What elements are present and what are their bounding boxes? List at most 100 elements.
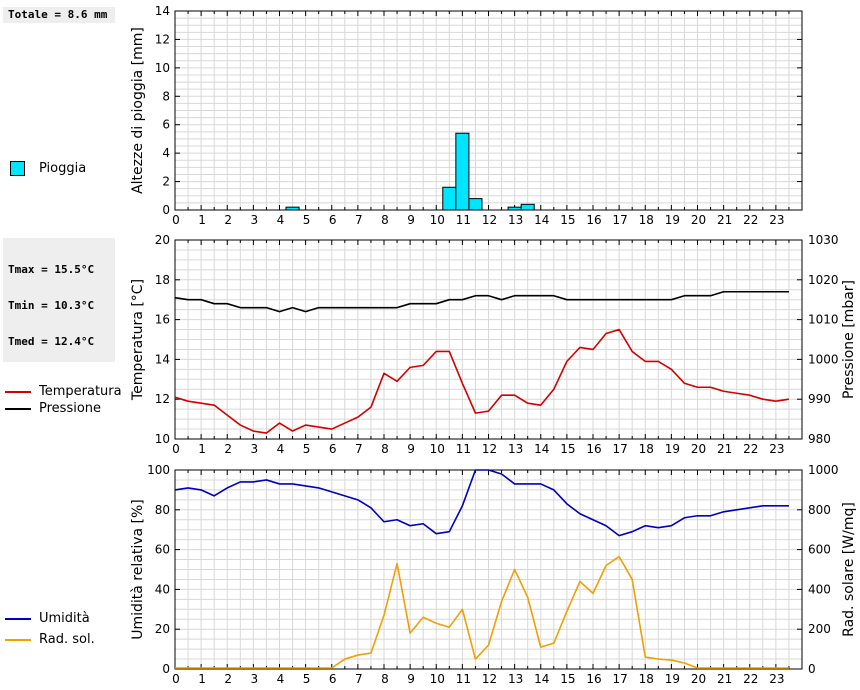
y-axis-label-1: Temperatura [°C]: [130, 279, 146, 401]
x-tick-label-2-23: 23: [769, 672, 784, 686]
tmed-label: Tmed = 12.4°C: [8, 335, 95, 348]
x-tick-label-0-21: 21: [717, 213, 732, 227]
legend-solar: Rad. sol.: [5, 632, 95, 647]
x-tick-label-0-14: 14: [534, 213, 549, 227]
x-tick-label-0-17: 17: [612, 213, 627, 227]
x-tick-label-0-1: 1: [198, 213, 206, 227]
series-line-pressione: [174, 290, 789, 313]
rain-bar-2: [455, 132, 470, 211]
series-line-rad-sol: [175, 555, 789, 669]
series-line-temperatura: [174, 328, 790, 434]
x-tick-label-0-16: 16: [586, 213, 601, 227]
y2-tick-label-2-0: 0: [808, 662, 816, 676]
x-tick-label-2-12: 12: [482, 672, 497, 686]
y2-tick-label-2-2: 400: [808, 582, 831, 596]
rain-swatch: [10, 161, 25, 176]
humidity-swatch: [5, 617, 31, 620]
x-tick-label-0-3: 3: [251, 213, 259, 227]
x-tick-label-2-8: 8: [381, 672, 389, 686]
legend-humidity-label: Umidità: [39, 611, 90, 626]
x-tick-label-0-19: 19: [665, 213, 680, 227]
x-tick-label-1-20: 20: [691, 442, 706, 456]
y-tick-label-2-4: 80: [155, 503, 170, 517]
legend-pressure: Pressione: [5, 401, 101, 416]
x-tick-label-1-23: 23: [769, 442, 784, 456]
rain-bar-3: [468, 198, 483, 211]
x-tick-label-1-19: 19: [665, 442, 680, 456]
x-tick-label-1-5: 5: [303, 442, 311, 456]
x-tick-label-0-22: 22: [743, 213, 758, 227]
x-tick-label-0-2: 2: [224, 213, 232, 227]
legend-solar-label: Rad. sol.: [39, 632, 95, 647]
x-tick-label-0-13: 13: [508, 213, 523, 227]
x-tick-label-0-4: 4: [277, 213, 285, 227]
y2-tick-label-1-2: 1000: [808, 352, 839, 366]
series-line-umidit: [174, 469, 789, 537]
x-tick-label-0-23: 23: [769, 213, 784, 227]
x-tick-label-0-20: 20: [691, 213, 706, 227]
y-tick-label-1-1: 12: [155, 392, 170, 406]
x-tick-label-2-15: 15: [560, 672, 575, 686]
x-tick-label-2-19: 19: [665, 672, 680, 686]
y2-tick-label-2-1: 200: [808, 622, 831, 636]
x-tick-label-0-5: 5: [303, 213, 311, 227]
legend-humidity: Umidità: [5, 611, 90, 626]
x-tick-label-2-7: 7: [355, 672, 363, 686]
solar-swatch: [5, 638, 31, 641]
legend-rain: Pioggia: [10, 161, 86, 176]
y-tick-label-0-1: 2: [162, 175, 170, 189]
x-tick-label-2-9: 9: [407, 672, 415, 686]
x-tick-label-1-1: 1: [198, 442, 206, 456]
legend-temperature: Temperatura: [5, 384, 122, 399]
y-tick-label-2-1: 20: [155, 622, 170, 636]
x-tick-label-2-4: 4: [277, 672, 285, 686]
y-tick-label-0-7: 14: [155, 4, 170, 18]
legend-pressure-label: Pressione: [39, 401, 102, 416]
y-tick-label-0-3: 6: [162, 118, 170, 132]
x-tick-label-2-22: 22: [743, 672, 758, 686]
x-tick-label-2-16: 16: [586, 672, 601, 686]
x-tick-label-1-14: 14: [534, 442, 549, 456]
x-tick-label-1-0: 0: [172, 442, 180, 456]
y2-tick-label-1-4: 1020: [808, 273, 839, 287]
y2-tick-label-2-4: 800: [808, 503, 831, 517]
x-tick-label-2-6: 6: [329, 672, 337, 686]
y2-axis-label-1: Pressione [mbar]: [841, 280, 857, 399]
rain-bar-4: [507, 206, 522, 211]
y-tick-label-0-6: 12: [155, 32, 170, 46]
x-tick-label-0-8: 8: [381, 213, 389, 227]
x-tick-label-0-11: 11: [456, 213, 471, 227]
x-tick-label-2-21: 21: [717, 672, 732, 686]
x-tick-label-2-13: 13: [508, 672, 523, 686]
y-axis-label-0: Altezze di pioggia [mm]: [130, 27, 146, 194]
y-tick-label-0-2: 4: [162, 146, 170, 160]
x-tick-label-2-17: 17: [612, 672, 627, 686]
y-tick-label-1-5: 20: [155, 233, 170, 247]
x-tick-label-1-15: 15: [560, 442, 575, 456]
legend-rain-label: Pioggia: [39, 161, 87, 176]
rain-bar-5: [520, 203, 535, 211]
x-tick-label-1-9: 9: [407, 442, 415, 456]
x-tick-label-2-5: 5: [303, 672, 311, 686]
x-tick-label-2-18: 18: [639, 672, 654, 686]
x-tick-label-2-10: 10: [430, 672, 445, 686]
y2-tick-label-2-5: 1000: [808, 463, 839, 477]
y2-tick-label-1-3: 1010: [808, 313, 839, 327]
x-tick-label-0-9: 9: [407, 213, 415, 227]
rain-bar-0: [285, 206, 300, 211]
y-tick-label-0-0: 0: [162, 203, 170, 217]
y2-tick-label-1-0: 980: [808, 432, 831, 446]
y-tick-label-1-4: 18: [155, 273, 170, 287]
x-tick-label-1-17: 17: [612, 442, 627, 456]
x-tick-label-0-7: 7: [355, 213, 363, 227]
x-tick-label-2-11: 11: [456, 672, 471, 686]
temperature-swatch: [5, 390, 31, 393]
y-tick-label-2-3: 60: [155, 543, 170, 557]
y-tick-label-1-0: 10: [155, 432, 170, 446]
temperature-stats: Tmax = 15.5°C Tmin = 10.3°C Tmed = 12.4°…: [3, 238, 115, 362]
x-tick-label-1-11: 11: [456, 442, 471, 456]
x-tick-label-2-20: 20: [691, 672, 706, 686]
y-tick-label-1-3: 16: [155, 313, 170, 327]
x-tick-label-2-3: 3: [251, 672, 259, 686]
